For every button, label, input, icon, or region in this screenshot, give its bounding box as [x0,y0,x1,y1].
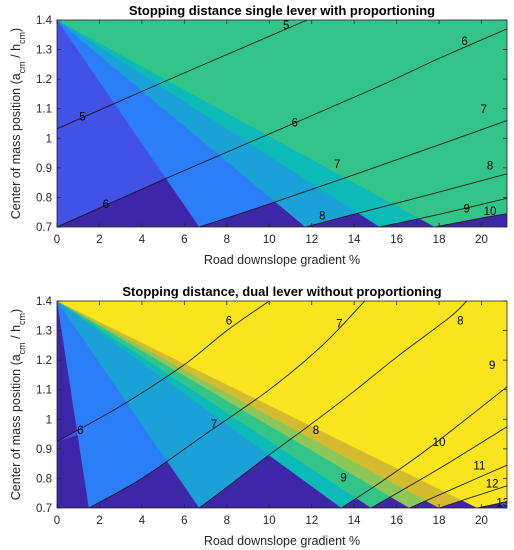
y-axis-label-sub-cm: cm [17,342,27,354]
y-axis-label-end: ) [9,28,23,32]
contour-line-5 [57,20,308,130]
contour-label-7: 7 [336,319,342,331]
y-axis-label-main: Center of mass position (a [9,73,23,219]
chart-title: Stopping distance, dual lever without pr… [122,284,441,299]
x-tick-label: 4 [139,234,146,246]
x-tick-label: 6 [181,515,187,527]
x-tick-label: 18 [433,515,446,527]
contour-line-8 [305,173,507,227]
contour-label-7: 7 [334,159,340,171]
x-tick-label: 10 [263,234,276,246]
contour-line-6 [57,301,270,442]
y-tick-label: 1.3 [36,326,52,338]
x-tick-label: 18 [433,234,446,246]
x-tick-label: 10 [263,515,276,527]
contour-line-9 [379,197,507,227]
contour-label-8: 8 [457,316,463,328]
y-axis-label: Center of mass position (acm / hcm) [9,309,27,500]
x-tick-label: 14 [348,234,361,246]
plot-frame [56,19,508,228]
x-tick-label: 14 [348,515,361,527]
y-axis-label-sub-cm2: cm [17,313,27,325]
y-tick-label: 0.7 [36,222,52,234]
y-tick-label: 1.1 [36,104,52,116]
contour-line-10 [370,426,507,508]
y-tick-label: 0.7 [36,503,52,515]
contour-band-13 [57,301,507,508]
y-tick-label: 0.8 [36,192,52,204]
x-tick-label: 20 [475,515,488,527]
contour-label-6: 6 [77,425,83,437]
contour-label-5: 5 [283,20,289,32]
x-tick-label: 6 [181,234,187,246]
x-tick-label: 2 [96,515,102,527]
y-tick-label: 0.8 [36,473,52,485]
contour-label-7: 7 [211,419,217,431]
chart-title: Stopping distance single lever with prop… [129,3,435,18]
contour-line-9 [341,386,507,508]
x-axis-label: Road downslope gradient % [204,534,360,548]
contour-line-11 [409,464,507,508]
x-tick-label: 16 [390,515,403,527]
y-tick-label: 1.4 [36,15,53,27]
contour-label-6: 6 [103,199,109,211]
y-tick-label: 0.9 [36,163,52,175]
contour-label-8: 8 [487,160,493,172]
y-axis-label: Center of mass position (acm / hcm) [9,28,27,219]
contour-label-6: 6 [461,36,467,48]
y-axis-label-sub-cm2: cm [17,32,27,44]
contour-label-6: 6 [226,316,232,328]
y-tick-label: 1.1 [36,385,52,397]
contour-label-9: 9 [463,203,469,215]
contour-label-9: 9 [340,472,346,484]
y-tick-label: 1 [46,133,52,145]
contour-label-6: 6 [292,118,298,130]
contour-label-7: 7 [480,104,486,116]
y-tick-label: 1.2 [36,355,52,367]
contour-label-10: 10 [433,437,446,449]
x-tick-label: 12 [305,515,318,527]
y-axis-label-mid: / h [9,44,23,61]
contour-line-12 [438,485,507,508]
contour-label-9: 9 [489,360,495,372]
contour-line-7 [88,301,366,508]
contour-label-11: 11 [473,461,485,473]
contour-label-12: 12 [486,478,499,490]
contour-chart-top: Stopping distance single lever with prop… [9,3,508,267]
y-tick-label: 1.2 [36,74,52,86]
x-tick-label: 12 [305,234,318,246]
contour-label-8: 8 [319,211,325,223]
contour-line-6 [57,28,507,227]
x-tick-label: 8 [224,515,230,527]
contour-label-10: 10 [484,206,497,218]
contour-line-7 [199,120,507,227]
y-axis-label-end: ) [9,309,23,313]
contour-line-8 [198,301,468,508]
y-tick-label: 1.3 [36,45,52,57]
y-axis-label-sub-cm: cm [17,61,27,73]
x-axis-label: Road downslope gradient % [204,253,360,267]
y-tick-label: 1.4 [36,296,53,308]
y-axis-label-main: Center of mass position (a [9,354,23,500]
contour-label-5: 5 [79,112,85,124]
y-tick-label: 0.9 [36,444,52,456]
contour-label-13: 13 [496,498,509,510]
y-tick-label: 1 [46,414,52,426]
x-tick-label: 20 [475,234,488,246]
contour-band-10 [57,20,507,227]
x-tick-label: 0 [54,234,60,246]
contour-label-8: 8 [313,425,319,437]
contour-line-10 [434,213,507,227]
plot-frame [56,300,508,509]
contour-chart-bottom: Stopping distance, dual lever without pr… [9,284,509,548]
x-tick-label: 0 [54,515,60,527]
y-axis-label-mid: / h [9,325,23,342]
x-tick-label: 2 [96,234,102,246]
x-tick-label: 4 [139,515,146,527]
x-tick-label: 16 [390,234,403,246]
x-tick-label: 8 [224,234,230,246]
